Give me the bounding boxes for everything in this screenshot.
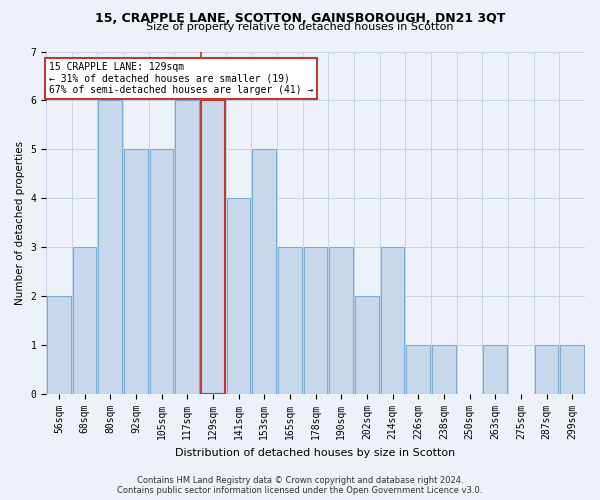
Bar — [278, 248, 302, 394]
Bar — [406, 345, 430, 394]
Bar — [201, 100, 225, 394]
Bar — [304, 248, 328, 394]
Bar — [73, 248, 97, 394]
Bar — [560, 345, 584, 394]
Bar — [253, 150, 276, 394]
Bar — [355, 296, 379, 394]
Bar — [329, 248, 353, 394]
Text: Contains HM Land Registry data © Crown copyright and database right 2024.
Contai: Contains HM Land Registry data © Crown c… — [118, 476, 482, 495]
X-axis label: Distribution of detached houses by size in Scotton: Distribution of detached houses by size … — [175, 448, 456, 458]
Y-axis label: Number of detached properties: Number of detached properties — [15, 141, 25, 305]
Bar — [432, 345, 455, 394]
Bar — [175, 100, 199, 394]
Bar — [47, 296, 71, 394]
Text: 15, CRAPPLE LANE, SCOTTON, GAINSBOROUGH, DN21 3QT: 15, CRAPPLE LANE, SCOTTON, GAINSBOROUGH,… — [95, 12, 505, 26]
Bar — [124, 150, 148, 394]
Text: 15 CRAPPLE LANE: 129sqm
← 31% of detached houses are smaller (19)
67% of semi-de: 15 CRAPPLE LANE: 129sqm ← 31% of detache… — [49, 62, 313, 95]
Text: Size of property relative to detached houses in Scotton: Size of property relative to detached ho… — [146, 22, 454, 32]
Bar — [484, 345, 507, 394]
Bar — [535, 345, 559, 394]
Bar — [227, 198, 250, 394]
Bar — [150, 150, 173, 394]
Bar — [98, 100, 122, 394]
Bar — [381, 248, 404, 394]
